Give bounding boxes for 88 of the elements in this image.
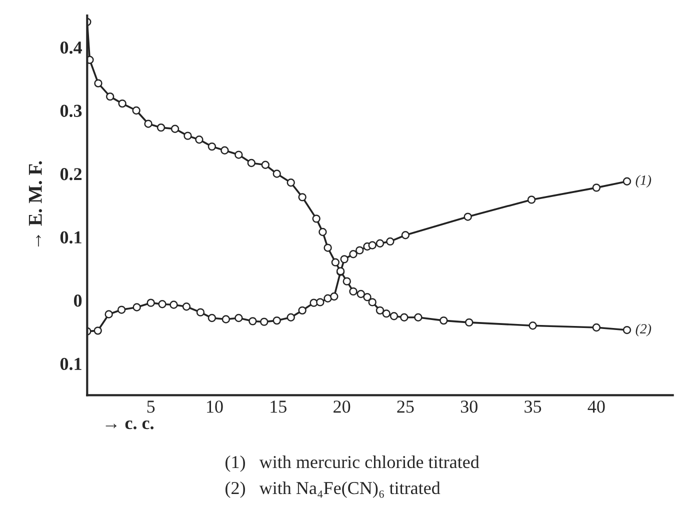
point xyxy=(376,306,384,315)
y-tick-label: 0.4 xyxy=(60,41,82,54)
point xyxy=(260,318,268,326)
point xyxy=(104,310,113,318)
point xyxy=(376,239,384,248)
point xyxy=(170,124,180,133)
point xyxy=(146,298,155,307)
series-label: (1) xyxy=(636,175,652,188)
point xyxy=(349,250,358,258)
x-tick-label: 35 xyxy=(524,400,542,413)
point xyxy=(622,177,632,186)
point xyxy=(132,106,140,115)
point xyxy=(527,196,536,204)
point xyxy=(208,142,216,151)
point xyxy=(528,322,537,330)
point xyxy=(195,136,204,144)
point xyxy=(592,184,601,192)
point xyxy=(220,146,229,154)
point xyxy=(368,298,376,306)
point xyxy=(196,308,205,316)
point xyxy=(400,313,408,322)
point xyxy=(132,303,141,312)
y-tick-label: 0.1 xyxy=(60,358,82,370)
x-tick-label: 20 xyxy=(334,400,350,413)
point xyxy=(261,160,270,170)
point xyxy=(390,312,398,320)
point xyxy=(330,292,338,301)
point xyxy=(414,313,422,322)
x-axis-title: → c. c. xyxy=(106,420,154,430)
point xyxy=(184,132,192,140)
point xyxy=(368,241,376,250)
point xyxy=(318,228,327,236)
text: (2) with Na₄Fe(CN)₆ titrated xyxy=(226,481,440,498)
point xyxy=(622,326,632,334)
point xyxy=(363,293,372,302)
point xyxy=(386,237,394,246)
y-tick-label: 0 xyxy=(74,294,82,307)
point xyxy=(222,315,230,324)
point xyxy=(248,317,257,326)
point xyxy=(272,316,281,325)
x-tick-label: 30 xyxy=(460,400,478,413)
point xyxy=(324,244,332,252)
point xyxy=(106,92,114,101)
point xyxy=(118,99,126,108)
point xyxy=(247,158,256,168)
point xyxy=(592,323,601,332)
point xyxy=(465,318,474,327)
x-tick-label: 10 xyxy=(207,400,223,413)
point xyxy=(286,313,295,322)
x-tick-label: 15 xyxy=(270,400,286,413)
y-axis-title: → E. M. F. xyxy=(28,161,42,246)
point xyxy=(170,300,178,309)
point xyxy=(182,302,191,311)
y-tick-label: 0.3 xyxy=(60,104,82,118)
point xyxy=(234,314,243,322)
point xyxy=(382,309,390,318)
point xyxy=(331,258,340,266)
y-tick-label: 0.1 xyxy=(60,231,82,244)
point xyxy=(158,300,166,308)
point xyxy=(342,277,351,286)
point xyxy=(298,193,306,202)
x-tick-label: 40 xyxy=(588,400,605,413)
point xyxy=(94,79,102,88)
point xyxy=(356,246,364,254)
point xyxy=(324,294,332,302)
point xyxy=(298,306,306,315)
point xyxy=(401,231,410,240)
point xyxy=(440,316,448,325)
y-tick-label: 0.2 xyxy=(60,168,82,180)
point xyxy=(349,287,358,296)
point xyxy=(272,170,281,178)
text: (1) with mercuric chloride titrated xyxy=(226,455,480,472)
point xyxy=(464,212,472,221)
point xyxy=(340,255,348,264)
point xyxy=(156,123,166,132)
point xyxy=(94,326,102,335)
point xyxy=(87,56,94,64)
series-label: (2) xyxy=(636,324,652,336)
point xyxy=(316,298,324,306)
x-tick-label: 5 xyxy=(147,400,155,413)
point xyxy=(356,290,365,298)
point xyxy=(286,178,295,187)
point xyxy=(234,150,243,159)
point xyxy=(144,120,152,128)
point xyxy=(312,214,320,223)
point xyxy=(208,314,216,322)
x-tick-label: 25 xyxy=(397,400,414,413)
point xyxy=(117,306,126,314)
